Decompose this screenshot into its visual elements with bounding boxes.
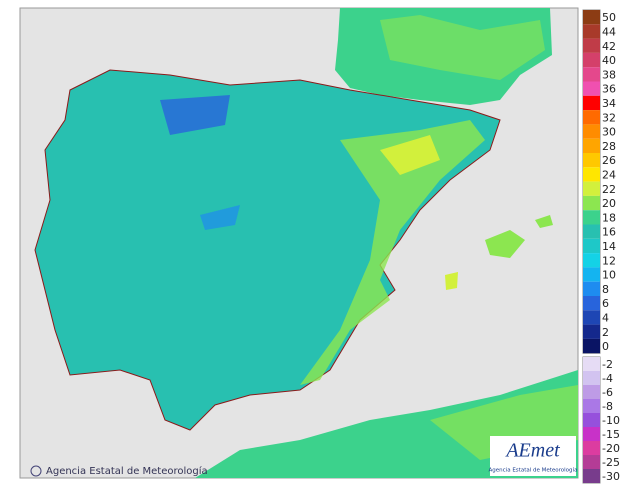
legend-label: 20 (602, 197, 616, 210)
legend-swatch (583, 399, 600, 413)
credit: Agencia Estatal de Meteorología (46, 465, 208, 477)
legend-label: 40 (602, 54, 616, 67)
legend-label: 8 (602, 283, 609, 296)
legend-swatch (583, 153, 600, 168)
legend-label: 18 (602, 211, 616, 224)
legend-label: 4 (602, 311, 609, 324)
legend-label: 12 (602, 254, 616, 267)
legend-label: -8 (602, 400, 613, 413)
legend-swatch (583, 324, 600, 339)
island (445, 272, 458, 290)
legend-label: 14 (602, 240, 616, 253)
cold-central (200, 205, 240, 230)
legend-swatch (583, 10, 600, 25)
cold-mountains (160, 95, 230, 135)
legend-swatch (583, 413, 600, 427)
legend-label: 50 (602, 11, 616, 24)
ebro-valley (380, 135, 440, 175)
legend-label: -6 (602, 386, 613, 399)
legend-swatch (583, 67, 600, 82)
warm-coast (300, 120, 485, 385)
legend-label: 36 (602, 83, 616, 96)
legend-swatch (583, 138, 600, 153)
france-warm (380, 15, 545, 80)
legend-swatch (583, 24, 600, 39)
logo-subtitle: Agencia Estatal de Meteorología (489, 467, 578, 474)
legend-swatch (583, 469, 600, 483)
legend-swatch (583, 427, 600, 441)
legend-label: 24 (602, 168, 616, 181)
legend-swatch (583, 310, 600, 325)
legend-swatch (583, 338, 600, 354)
legend-label: 38 (602, 68, 616, 81)
logo-box (490, 436, 576, 476)
legend-label: -2 (602, 358, 613, 371)
legend-label: 34 (602, 97, 616, 110)
legend-label: -30 (602, 470, 620, 483)
legend-label: -15 (602, 428, 620, 441)
logo-name: AEmet (504, 440, 560, 462)
legend-label: -4 (602, 372, 613, 385)
legend-swatch (583, 455, 600, 469)
legend-label: 44 (602, 25, 616, 38)
legend-swatch (583, 167, 600, 182)
legend-label: 22 (602, 183, 616, 196)
legend-label: 10 (602, 269, 616, 282)
legend-label: 42 (602, 40, 616, 53)
legend-label: 0 (602, 340, 609, 353)
legend-label: 2 (602, 326, 609, 339)
copyright-icon (30, 465, 42, 477)
legend-swatch (583, 357, 600, 371)
legend-swatch (583, 385, 600, 399)
island (485, 230, 525, 258)
legend-label: 26 (602, 154, 616, 167)
legend-swatch (583, 371, 600, 385)
legend: 5044424038363432302826242220181614121086… (582, 9, 620, 484)
legend-label: 16 (602, 226, 616, 239)
legend-swatch (583, 52, 600, 68)
legend-swatch (583, 281, 600, 296)
legend-label: 32 (602, 111, 616, 124)
legend-swatch (583, 441, 600, 455)
legend-label: -10 (602, 414, 620, 427)
legend-label: 30 (602, 126, 616, 139)
legend-swatch (583, 210, 600, 225)
legend-label: -20 (602, 442, 620, 455)
legend-swatch (583, 296, 600, 311)
legend-swatch (583, 224, 600, 239)
legend-swatch (583, 238, 600, 254)
legend-swatch (583, 267, 600, 282)
legend-label: 6 (602, 297, 609, 310)
legend-swatch (583, 110, 600, 125)
legend-swatch (583, 81, 600, 96)
legend-swatch (583, 95, 600, 111)
legend-swatch (583, 38, 600, 53)
legend-label: 28 (602, 140, 616, 153)
legend-swatch (583, 195, 600, 211)
legend-label: -25 (602, 456, 620, 469)
legend-swatch (583, 181, 600, 196)
legend-swatch (583, 253, 600, 268)
island (535, 215, 553, 228)
legend-swatch (583, 124, 600, 139)
